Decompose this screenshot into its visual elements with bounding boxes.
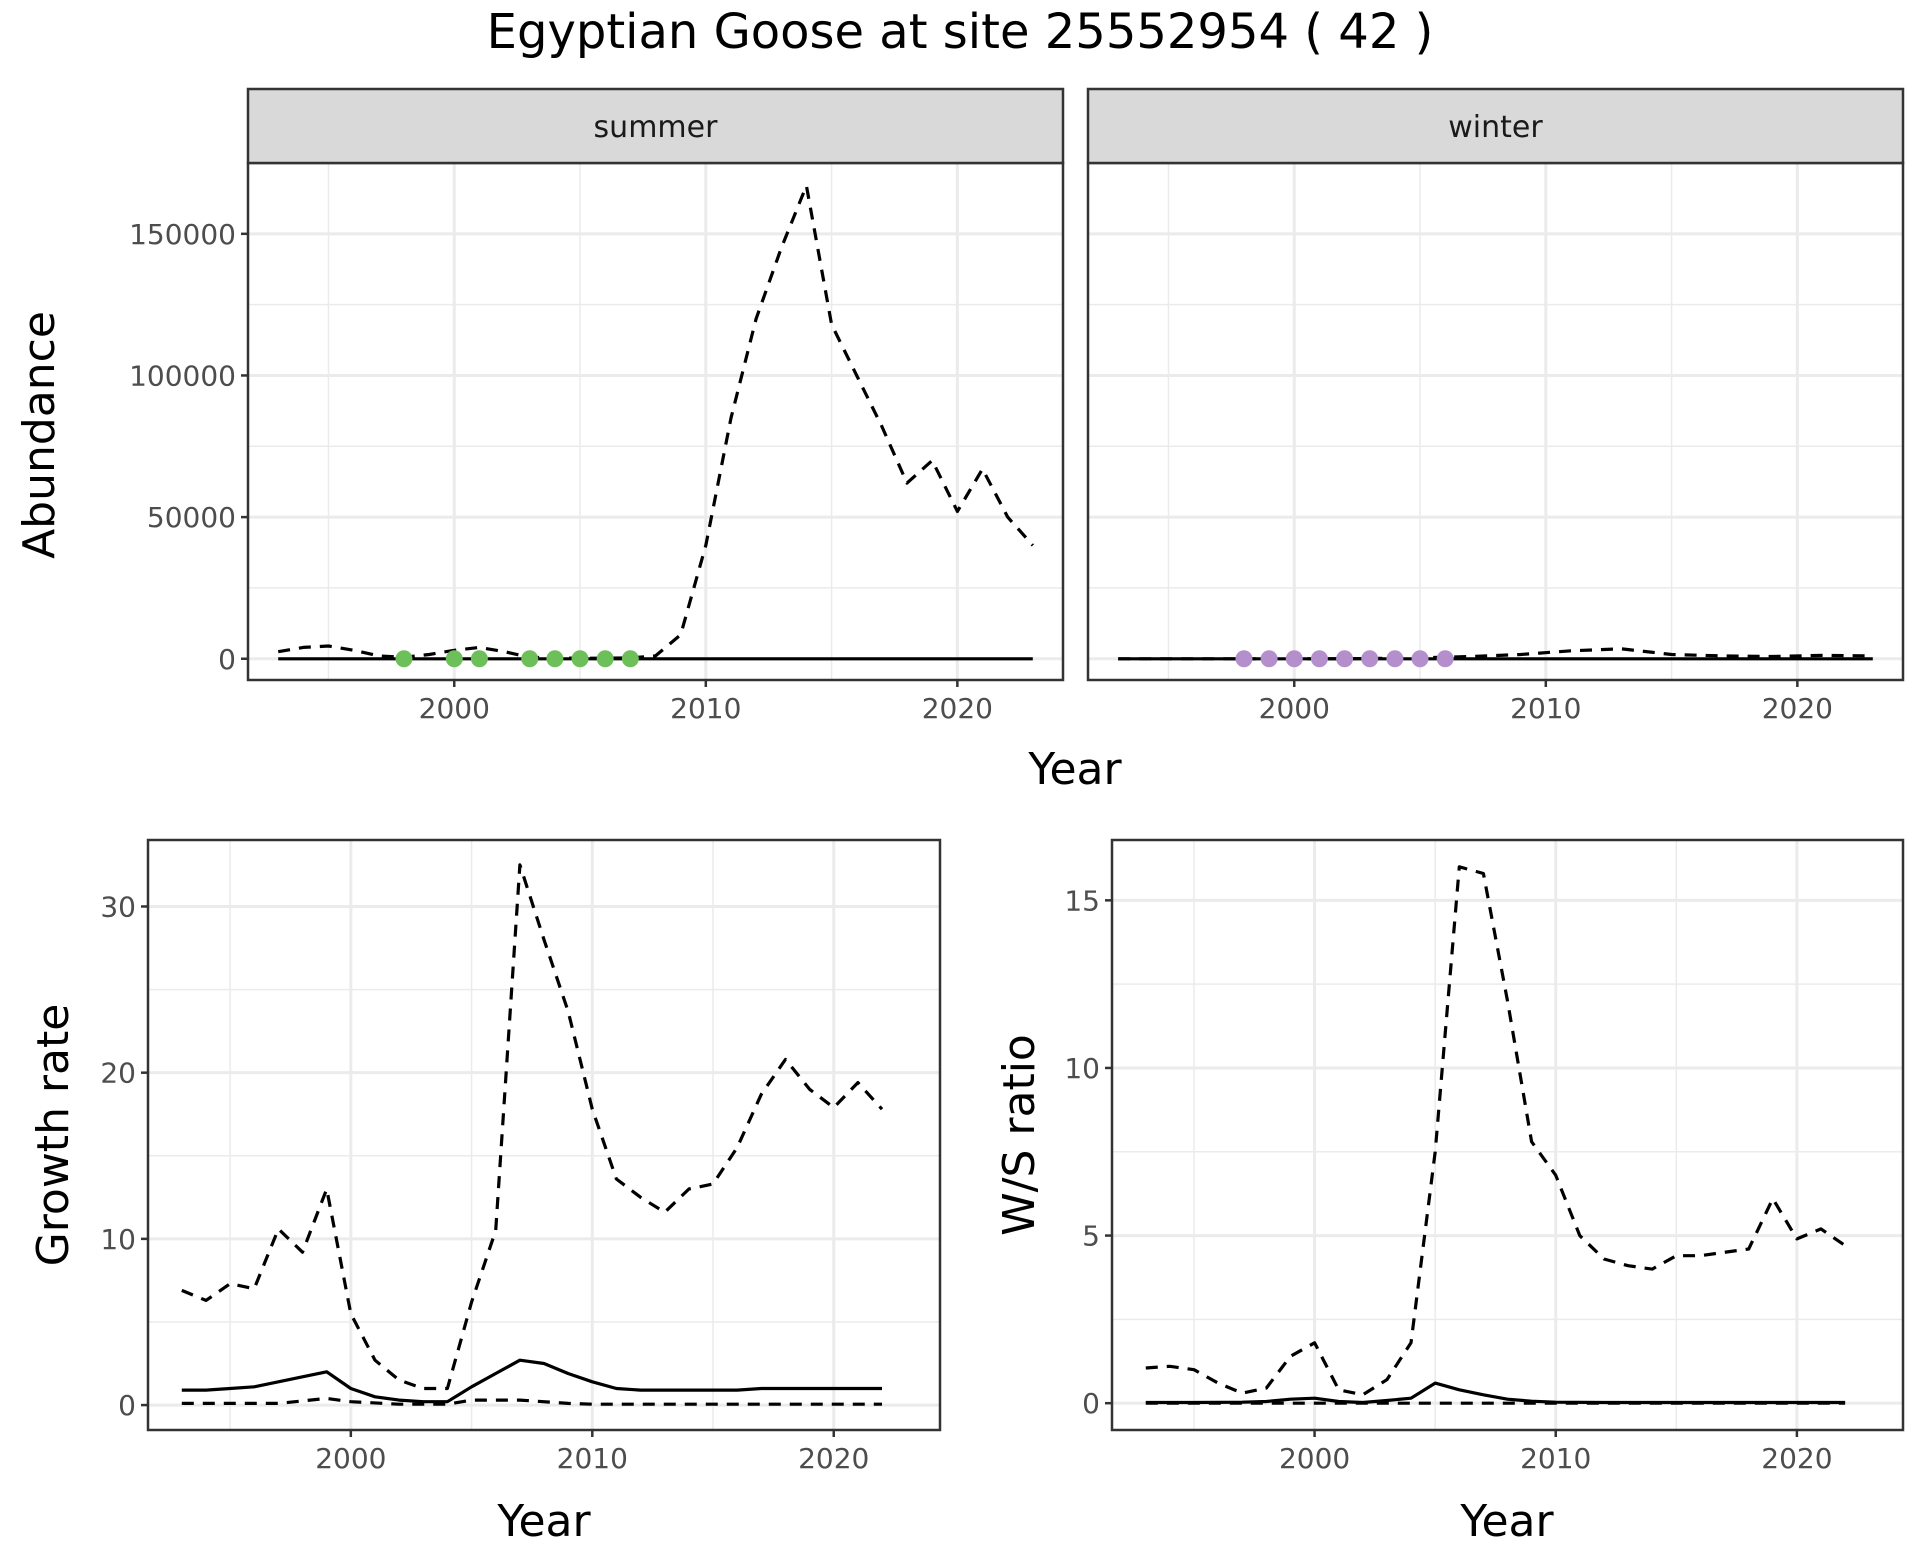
- ws_ratio-x-tick-label: 2010: [1520, 1442, 1591, 1475]
- ws_ratio-x-tick-label: 2020: [1761, 1442, 1832, 1475]
- abundance-y-axis-title: Abundance: [14, 311, 65, 559]
- growth-x-tick-label: 2000: [315, 1442, 386, 1475]
- abundance-summer-data-point: [445, 650, 463, 668]
- abundance-summer-y-tick-label: 50000: [147, 501, 236, 534]
- abundance-summer-data-point: [546, 650, 564, 668]
- growth-y-tick-label: 30: [100, 890, 136, 923]
- abundance-winter-data-point: [1310, 650, 1328, 668]
- growth-plot-background: [148, 840, 940, 1430]
- abundance-winter-x-tick-label: 2010: [1510, 692, 1581, 725]
- ws_ratio-x-tick-label: 2000: [1279, 1442, 1350, 1475]
- ws_ratio-y-axis-title: W/S ratio: [994, 1034, 1045, 1236]
- facet-strip-label-winter: winter: [1448, 110, 1543, 145]
- abundance-winter-data-point: [1386, 650, 1404, 668]
- ws_ratio-panel-border: [1110, 838, 1905, 1432]
- ws_ratio-y-tick-label: 0: [1082, 1387, 1100, 1420]
- abundance-summer-y-tick-label: 150000: [129, 218, 236, 251]
- abundance-summer-data-point: [395, 650, 413, 668]
- abundance-winter-data-point: [1285, 650, 1303, 668]
- abundance-summer-data-point: [596, 650, 614, 668]
- growth-y-tick-label: 20: [100, 1057, 136, 1090]
- abundance-winter-data-point: [1436, 650, 1454, 668]
- growth-y-tick-label: 10: [100, 1223, 136, 1256]
- growth-x-axis-title: Year: [496, 1496, 591, 1547]
- facet-strip-label-summer: summer: [594, 110, 719, 145]
- abundance-summer-x-tick-label: 2010: [670, 692, 741, 725]
- abundance-winter-data-point: [1411, 650, 1429, 668]
- abundance-summer-data-point: [470, 650, 488, 668]
- chart-title: Egyptian Goose at site 25552954 ( 42 ): [487, 4, 1434, 60]
- abundance-summer-y-tick-label: 0: [218, 643, 236, 676]
- abundance-summer-data-point: [621, 650, 639, 668]
- abundance-summer-data-point: [521, 650, 539, 668]
- growth-x-tick-label: 2010: [557, 1442, 628, 1475]
- growth-series-dashed-line-3: [181, 1396, 882, 1406]
- abundance-winter-plot-background: [1088, 163, 1903, 680]
- abundance-summer-plot-background: [248, 163, 1063, 680]
- abundance-winter-data-point: [1361, 650, 1379, 668]
- ws_ratio-y-tick-label: 5: [1082, 1220, 1100, 1253]
- abundance-summer-y-tick-label: 100000: [129, 359, 236, 392]
- ws_ratio-y-tick-label: 15: [1064, 884, 1100, 917]
- abundance-winter-data-point: [1235, 650, 1253, 668]
- abundance-winter-x-tick-label: 2020: [1762, 692, 1833, 725]
- abundance-winter-x-tick-label: 2000: [1259, 692, 1330, 725]
- abundance-summer-x-tick-label: 2020: [922, 692, 993, 725]
- growth-x-tick-label: 2020: [798, 1442, 869, 1475]
- growth-series-dashed-line-2: [181, 863, 884, 1391]
- ws_ratio-plot-background: [1112, 840, 1903, 1430]
- facet-strip-winter: [1086, 87, 1905, 165]
- growth-y-axis-title: Growth rate: [28, 1004, 79, 1267]
- ws_ratio-x-axis-title: Year: [1459, 1496, 1554, 1547]
- facet-strip-summer: [246, 87, 1065, 165]
- growth-series-solid-line-1: [181, 1358, 882, 1404]
- ws_ratio-y-tick-label: 10: [1064, 1052, 1100, 1085]
- growth-panel-border: [146, 838, 942, 1432]
- abundance-summer-x-tick-label: 2000: [419, 692, 490, 725]
- abundance-summer-data-point: [571, 650, 589, 668]
- abundance-x-axis-title: Year: [1027, 744, 1122, 795]
- abundance-winter-data-point: [1260, 650, 1278, 668]
- abundance-winter-data-point: [1336, 650, 1354, 668]
- growth-y-tick-label: 0: [118, 1389, 136, 1422]
- ws_ratio-series-dashed-line-2: [1145, 865, 1847, 1397]
